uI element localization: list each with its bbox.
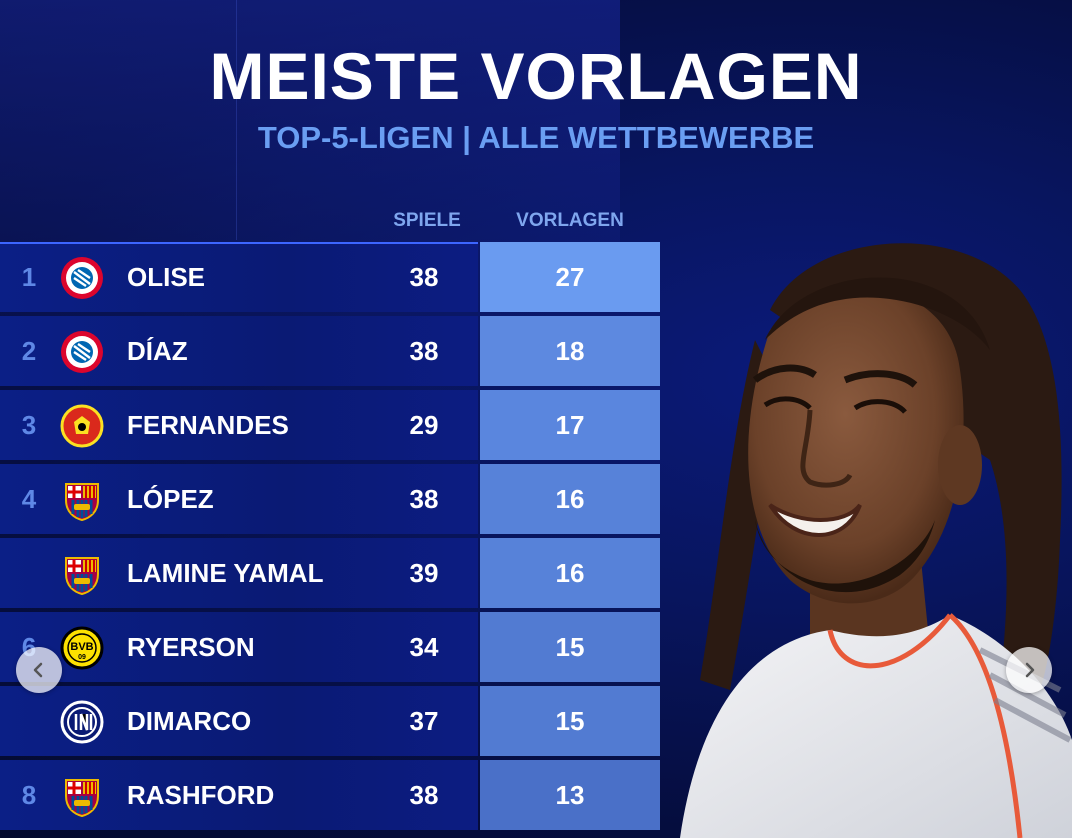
manchester-united-crest-icon [60,404,104,448]
assists-value: 18 [555,335,585,366]
column-header-games: SPIELE [393,210,461,231]
assists-value: 16 [555,483,585,514]
bvb-crest-icon: BVB 09 [60,626,104,670]
player-cell: 1 OLISE 38 [0,242,478,312]
table-row: 4 LÓPEZ 38 16 [0,464,660,534]
player-name: RASHFORD [127,780,275,810]
assists-value: 15 [555,631,585,662]
assists-value: 13 [555,779,585,810]
games-value: 38 [409,262,439,292]
player-cell: DIMARCO 37 [0,686,478,756]
rank: 4 [21,484,37,514]
chevron-right-icon [1025,662,1035,678]
player-name: OLISE [127,262,206,292]
column-header-assists: VORLAGEN [516,210,624,231]
player-name: LÓPEZ [127,484,214,514]
games-value: 34 [409,632,439,662]
assists-cell: 16 [480,464,660,534]
inter-crest-icon [60,700,104,744]
assists-value: 17 [555,409,585,440]
games-value: 29 [409,410,439,440]
page-title: MEISTE VORLAGEN [209,39,863,113]
assists-cell: 27 [480,242,660,312]
fc-barcelona-crest-icon [60,552,104,596]
player-cell: 3 FERNANDES 29 [0,390,478,460]
page-subtitle: TOP-5-LIGEN | ALLE WETTBEWERBE [257,120,815,155]
rank: 2 [21,336,37,366]
assists-value: 15 [555,705,585,736]
table-row: LAMINE YAMAL 39 16 [0,538,660,608]
player-name: LAMINE YAMAL [127,558,324,588]
table-row: 2 DÍAZ 38 18 [0,316,660,386]
assists-table: 1 OLISE 38 27 2 DÍAZ 38 18 3 FERNANDES 29 17 4 LÓPEZ 3… [0,242,660,834]
player-cell: 6 BVB 09 RYERSON 34 [0,612,478,682]
games-value: 39 [409,558,439,588]
player-name: RYERSON [127,632,255,662]
table-row: 3 FERNANDES 29 17 [0,390,660,460]
player-name: DIMARCO [127,706,252,736]
player-cell: LAMINE YAMAL 39 [0,538,478,608]
assists-cell: 15 [480,686,660,756]
assists-cell: 17 [480,390,660,460]
player-photo [680,243,1072,838]
table-row: 6 BVB 09 RYERSON 34 15 [0,612,660,682]
next-slide-button[interactable] [1006,647,1052,693]
player-name: DÍAZ [127,336,188,366]
games-value: 38 [409,780,439,810]
fc-bayern-crest-icon [60,256,104,300]
player-cell: 4 LÓPEZ 38 [0,464,478,534]
games-value: 38 [409,484,439,514]
svg-text:09: 09 [78,654,86,661]
assists-cell: 15 [480,612,660,682]
games-value: 38 [409,336,439,366]
rank: 8 [21,780,37,810]
assists-cell: 16 [480,538,660,608]
fc-bayern-crest-icon [60,330,104,374]
player-cell: 2 DÍAZ 38 [0,316,478,386]
fc-barcelona-crest-icon [60,774,104,818]
chevron-left-icon [33,662,43,678]
player-name: FERNANDES [127,410,289,440]
rank: 3 [21,410,37,440]
background-line [236,0,237,240]
svg-text:BVB: BVB [70,641,93,653]
prev-slide-button[interactable] [16,647,62,693]
rank: 1 [21,262,37,292]
games-value: 37 [409,706,439,736]
assists-cell: 18 [480,316,660,386]
assists-value: 16 [555,557,585,588]
table-row: DIMARCO 37 15 [0,686,660,756]
assists-value: 27 [555,261,585,292]
assists-cell: 13 [480,760,660,830]
table-row: 1 OLISE 38 27 [0,242,660,312]
player-cell: 8 RASHFORD 38 [0,760,478,830]
table-row: 8 RASHFORD 38 13 [0,760,660,830]
fc-barcelona-crest-icon [60,478,104,522]
